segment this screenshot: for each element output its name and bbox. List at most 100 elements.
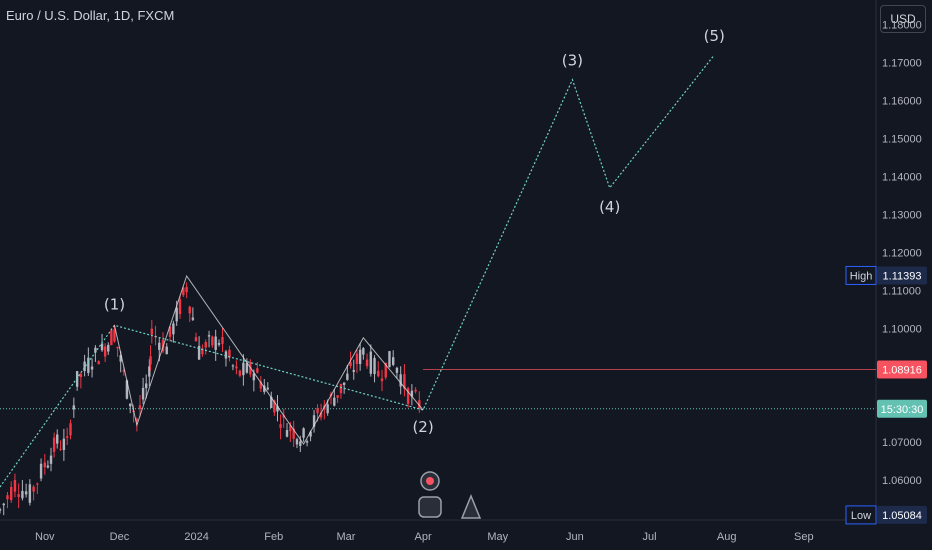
candle-body xyxy=(79,373,83,378)
y-tick-label: 1.16000 xyxy=(882,96,922,108)
candle-body xyxy=(197,345,201,360)
news-icon[interactable] xyxy=(418,496,442,518)
candle-body xyxy=(289,425,292,432)
candle-body xyxy=(279,424,282,428)
x-tick-label: Sep xyxy=(794,531,814,543)
candle-body xyxy=(228,349,231,358)
y-tick-label: 1.07000 xyxy=(882,437,922,449)
candle-body xyxy=(172,323,175,335)
candle-body xyxy=(185,286,188,293)
wave-label-2: (2) xyxy=(412,418,433,436)
candle-body xyxy=(116,346,119,349)
candle-body xyxy=(28,484,32,503)
candle-body xyxy=(231,365,235,367)
candle-body xyxy=(285,430,289,437)
candle-body xyxy=(395,367,399,373)
candle-body xyxy=(65,436,69,438)
candle-body xyxy=(217,343,221,345)
candle-body xyxy=(362,348,365,355)
candle-body xyxy=(188,306,191,314)
low-marker-label: Low xyxy=(851,510,871,522)
candle-body xyxy=(148,366,151,377)
candle-body xyxy=(302,428,305,438)
y-tick-label: 1.13000 xyxy=(882,209,922,221)
candle-body xyxy=(380,378,384,382)
candle-body xyxy=(377,370,380,377)
candle-body xyxy=(207,335,211,337)
candle-body xyxy=(56,434,59,444)
candle-body xyxy=(165,346,168,355)
candle-body xyxy=(410,390,414,397)
candle-body xyxy=(333,397,336,406)
countdown-badge xyxy=(877,399,927,418)
x-tick-label: Aug xyxy=(717,531,737,543)
candle-body xyxy=(62,438,66,450)
candle-body xyxy=(94,347,97,353)
candle-body xyxy=(168,326,172,337)
candle-body xyxy=(256,368,259,373)
x-tick-label: Nov xyxy=(35,531,55,543)
candle-body xyxy=(107,344,110,352)
candle-body xyxy=(319,412,323,418)
candle-body xyxy=(97,361,100,365)
candle-body xyxy=(194,337,198,342)
candle-body xyxy=(399,374,402,387)
wave-label-5: (5) xyxy=(704,27,725,45)
wave-label-1: (1) xyxy=(104,295,125,313)
arrow-up-icon[interactable] xyxy=(460,494,482,519)
y-tick-label: 1.06000 xyxy=(882,475,922,487)
x-tick-label: Mar xyxy=(336,531,355,543)
candle-body xyxy=(273,400,276,413)
chart-title: Euro / U.S. Dollar, 1D, FXCM xyxy=(6,8,175,23)
candle-body xyxy=(316,408,319,414)
candle-body xyxy=(392,357,395,365)
candle-body xyxy=(224,351,228,359)
candle-body xyxy=(119,355,122,362)
high-marker-label: High xyxy=(850,270,873,282)
candle-body xyxy=(2,503,5,506)
candle-body xyxy=(305,441,309,443)
candle-body xyxy=(406,388,410,404)
candle-body xyxy=(178,299,182,315)
candle-body xyxy=(339,383,343,394)
candle-body xyxy=(113,329,116,342)
candle-body xyxy=(83,361,86,372)
candle-body xyxy=(13,480,17,492)
candle-body xyxy=(388,351,391,368)
candle-body xyxy=(369,351,373,374)
candle-body xyxy=(384,362,387,378)
candle-body xyxy=(342,382,346,385)
candle-body xyxy=(346,373,349,380)
candle-body xyxy=(252,373,256,381)
candle-body xyxy=(355,353,359,364)
candle-body xyxy=(158,342,161,350)
candle-body xyxy=(266,387,269,390)
candle-body xyxy=(214,336,217,350)
candle-body xyxy=(150,328,154,335)
candle-body xyxy=(336,395,339,398)
high-marker-value: 1.11393 xyxy=(883,270,922,282)
currency-button[interactable]: USD xyxy=(880,5,926,33)
candle-body xyxy=(0,509,2,511)
candle-body xyxy=(309,431,312,437)
candle-body xyxy=(276,406,279,412)
x-tick-label: Apr xyxy=(415,531,432,543)
candle-body xyxy=(138,405,142,410)
candle-body xyxy=(312,415,316,427)
candle-body xyxy=(52,437,56,452)
candle-body xyxy=(90,366,94,370)
candle-body xyxy=(145,383,148,389)
last-price-value: 1.08916 xyxy=(882,364,922,376)
candle-body xyxy=(259,381,263,389)
candle-body xyxy=(72,405,76,410)
candle-body xyxy=(282,415,285,418)
low-marker-value: 1.05084 xyxy=(882,510,922,522)
candle-body xyxy=(69,423,72,436)
candle-body xyxy=(49,455,53,464)
candle-body xyxy=(403,374,406,389)
countdown-value: 15:30:30 xyxy=(881,404,924,416)
candle-body xyxy=(39,463,43,479)
candle-body xyxy=(263,385,266,392)
candle-body xyxy=(292,428,295,439)
